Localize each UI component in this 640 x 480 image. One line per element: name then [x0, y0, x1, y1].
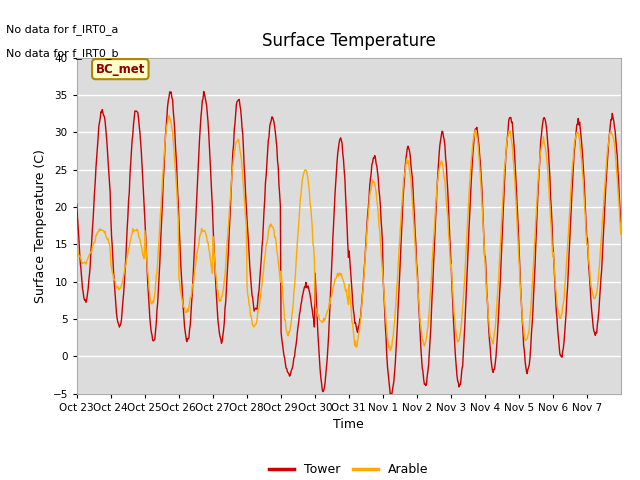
Y-axis label: Surface Temperature (C): Surface Temperature (C)	[34, 149, 47, 302]
X-axis label: Time: Time	[333, 418, 364, 431]
Text: No data for f_IRT0_a: No data for f_IRT0_a	[6, 24, 119, 35]
Legend: Tower, Arable: Tower, Arable	[264, 458, 433, 480]
Text: No data for f_IRT0_b: No data for f_IRT0_b	[6, 48, 119, 59]
Title: Surface Temperature: Surface Temperature	[262, 33, 436, 50]
Text: BC_met: BC_met	[95, 63, 145, 76]
